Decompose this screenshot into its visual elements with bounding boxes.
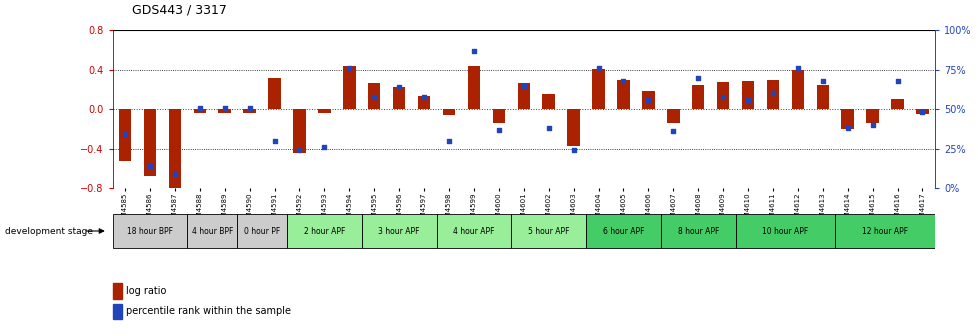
Point: [167, 171, 183, 177]
Point: [217, 105, 233, 110]
Text: 12 hour APF: 12 hour APF: [862, 226, 908, 236]
Bar: [766, 80, 778, 109]
Point: [242, 105, 257, 110]
Bar: [392, 87, 405, 109]
Point: [491, 127, 507, 132]
Text: 10 hour APF: 10 hour APF: [762, 226, 808, 236]
Point: [814, 78, 829, 83]
Point: [590, 66, 605, 71]
Bar: [666, 109, 679, 123]
Bar: [112, 283, 122, 298]
Bar: [816, 85, 828, 109]
Point: [765, 91, 780, 96]
Text: 2 hour APF: 2 hour APF: [303, 226, 344, 236]
Bar: [218, 109, 231, 113]
Text: 5 hour APF: 5 hour APF: [527, 226, 569, 236]
Point: [341, 66, 357, 71]
Point: [864, 122, 879, 128]
Point: [640, 97, 655, 102]
Point: [615, 78, 631, 83]
Text: log ratio: log ratio: [126, 286, 166, 296]
Text: GDS443 / 3317: GDS443 / 3317: [132, 4, 227, 17]
Bar: [244, 109, 255, 113]
Bar: [616, 80, 629, 109]
Point: [913, 110, 929, 115]
Bar: [342, 66, 355, 109]
Text: 0 hour PF: 0 hour PF: [244, 226, 280, 236]
Point: [366, 94, 381, 99]
FancyBboxPatch shape: [237, 214, 287, 248]
FancyBboxPatch shape: [511, 214, 586, 248]
Bar: [592, 69, 604, 109]
Point: [142, 163, 157, 169]
Text: percentile rank within the sample: percentile rank within the sample: [126, 306, 291, 316]
Text: 8 hour APF: 8 hour APF: [677, 226, 718, 236]
FancyBboxPatch shape: [586, 214, 660, 248]
Bar: [168, 109, 181, 190]
Point: [540, 125, 556, 131]
Text: development stage: development stage: [5, 226, 93, 236]
Point: [117, 132, 133, 137]
Point: [889, 78, 905, 83]
Point: [715, 94, 731, 99]
FancyBboxPatch shape: [187, 214, 237, 248]
FancyBboxPatch shape: [287, 214, 362, 248]
Bar: [368, 83, 380, 109]
Bar: [841, 109, 853, 129]
Bar: [915, 109, 928, 114]
Point: [739, 97, 755, 102]
FancyBboxPatch shape: [112, 214, 187, 248]
Point: [416, 94, 431, 99]
Bar: [467, 66, 479, 109]
Point: [391, 84, 407, 90]
Text: 4 hour BPF: 4 hour BPF: [192, 226, 233, 236]
Bar: [542, 94, 555, 109]
FancyBboxPatch shape: [734, 214, 834, 248]
Bar: [268, 78, 281, 109]
Bar: [118, 109, 131, 161]
Point: [291, 148, 307, 153]
Point: [665, 129, 681, 134]
Point: [441, 138, 457, 143]
Bar: [144, 109, 156, 176]
FancyBboxPatch shape: [362, 214, 436, 248]
Point: [839, 125, 855, 131]
Bar: [691, 85, 704, 109]
Point: [466, 48, 481, 53]
Bar: [567, 109, 579, 146]
Point: [515, 83, 531, 88]
Text: 18 hour BPF: 18 hour BPF: [127, 226, 173, 236]
Bar: [418, 96, 430, 109]
Bar: [642, 91, 654, 109]
Bar: [890, 99, 903, 109]
FancyBboxPatch shape: [834, 214, 934, 248]
Point: [789, 66, 805, 71]
Text: 6 hour APF: 6 hour APF: [602, 226, 644, 236]
Bar: [741, 81, 753, 109]
Point: [266, 138, 282, 143]
Bar: [716, 82, 729, 109]
Text: 4 hour APF: 4 hour APF: [453, 226, 494, 236]
Point: [192, 105, 207, 110]
Point: [316, 144, 332, 150]
Bar: [517, 83, 529, 109]
Bar: [293, 109, 305, 153]
Bar: [112, 304, 122, 319]
Bar: [318, 109, 331, 113]
Point: [689, 75, 705, 80]
Bar: [492, 109, 505, 123]
Bar: [442, 109, 455, 115]
FancyBboxPatch shape: [436, 214, 511, 248]
Bar: [194, 109, 205, 113]
Point: [565, 148, 581, 153]
FancyBboxPatch shape: [660, 214, 734, 248]
Bar: [791, 70, 803, 109]
Bar: [866, 109, 878, 123]
Text: 3 hour APF: 3 hour APF: [378, 226, 420, 236]
